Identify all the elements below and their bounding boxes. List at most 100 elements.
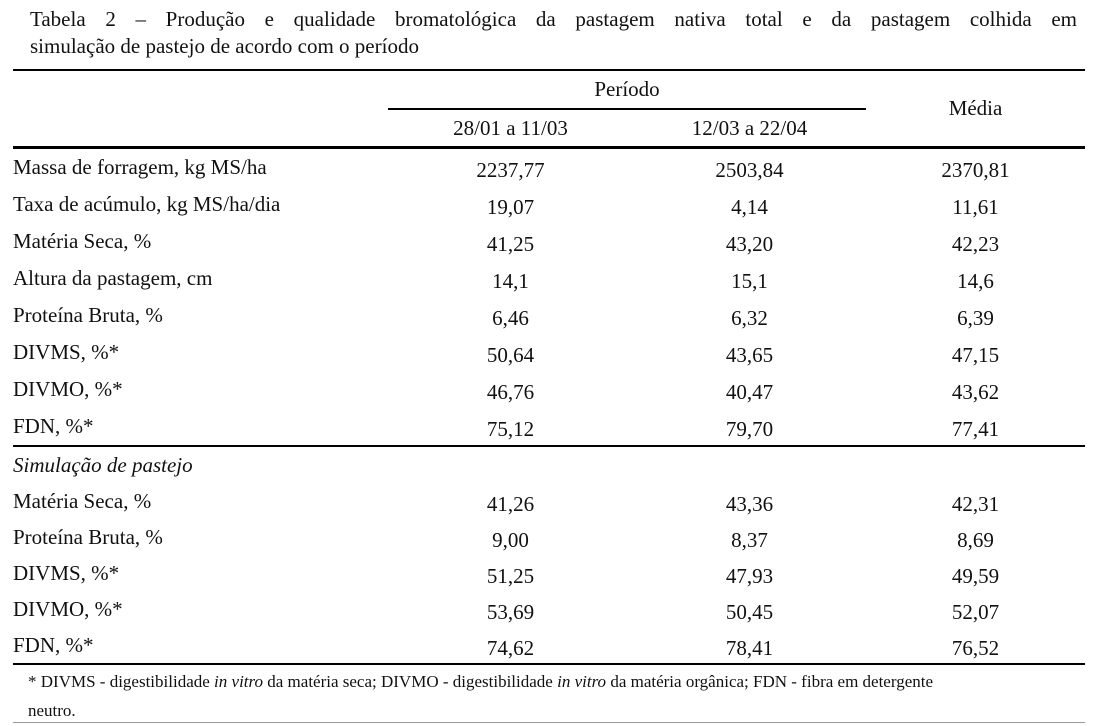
footnote-italic-in-vitro: in vitro [214, 672, 263, 691]
value-text: 77,41 [951, 417, 1000, 441]
value-text: 78,41 [725, 635, 774, 660]
value-text: 49,59 [951, 563, 1000, 588]
value-mean: 14,6 [866, 260, 1085, 297]
value-text: 47,15 [951, 343, 1000, 367]
footnote-italic-in-vitro: in vitro [557, 672, 607, 691]
grazing-simulation-section: Simulação de pastejo Matéria Seca, % 41,… [13, 446, 1086, 665]
row-label: Taxa de acúmulo, kg MS/ha/dia [13, 192, 281, 216]
value-text: 8,37 [731, 527, 768, 552]
table-header: Período Média 28/01 a 11/03 12/03 a 22/0… [13, 70, 1086, 149]
table-row: Altura da pastagem, cm 14,1 15,1 14,6 [13, 260, 1085, 297]
row-label: Proteína Bruta, % [13, 524, 163, 549]
value-period-2: 50,45 [633, 591, 866, 627]
row-label: FDN, %* [13, 408, 388, 447]
value-period-1: 50,64 [388, 334, 633, 371]
value-text: 15,1 [731, 269, 768, 293]
value-mean: 42,31 [866, 483, 1085, 519]
footnote-text: * DIVMS - digestibilidade [28, 672, 215, 691]
value-text: 43,62 [951, 380, 1000, 404]
value-text: 2237,77 [476, 158, 545, 182]
value-period-2: 78,41 [633, 627, 867, 665]
value-text: 40,47 [725, 380, 774, 404]
header-spacer-cell [13, 70, 388, 149]
value-period-1: 41,26 [388, 483, 633, 519]
value-period-2: 8,37 [633, 519, 866, 555]
row-label: DIVMO, %* [13, 596, 123, 621]
value-mean: 49,59 [866, 555, 1085, 591]
row-label: FDN, %* [13, 627, 388, 665]
value-period-1: 9,00 [388, 519, 633, 555]
row-label: Matéria Seca, % [13, 488, 152, 513]
value-mean: 77,41 [866, 408, 1086, 447]
table-row: Matéria Seca, % 41,26 43,36 42,31 [13, 483, 1085, 519]
value-text: 14,1 [492, 269, 529, 293]
value-text: 47,93 [725, 563, 774, 588]
value-period-1: 53,69 [388, 591, 633, 627]
value-text: 6,39 [957, 306, 994, 330]
value-mean: 47,15 [866, 334, 1085, 371]
value-text: 76,52 [951, 635, 1000, 660]
value-text: 51,25 [486, 563, 535, 588]
header-period-1: 28/01 a 11/03 [388, 109, 633, 149]
page-bottom-rule [13, 722, 1085, 723]
table-footnote: * DIVMS - digestibilidade in vitro da ma… [28, 667, 1078, 725]
value-text: 8,69 [957, 527, 994, 552]
value-period-1: 2237,77 [388, 148, 633, 187]
footnote-text: da matéria orgânica; FDN - fibra em dete… [606, 672, 934, 691]
row-label: DIVMO, %* [13, 377, 123, 401]
table-caption: Tabela 2 – Produção e qualidade bromatol… [30, 6, 1077, 60]
value-text: 43,20 [725, 232, 774, 256]
value-period-2: 47,93 [633, 555, 866, 591]
value-period-2: 43,65 [633, 334, 866, 371]
value-text: 9,00 [492, 527, 529, 552]
value-period-1: 6,46 [388, 297, 633, 334]
value-text: 50,45 [725, 599, 774, 624]
table-row: Massa de forragem, kg MS/ha 2237,77 2503… [13, 148, 1085, 187]
value-text: 6,46 [492, 306, 529, 330]
value-text: 19,07 [486, 195, 535, 219]
value-text: 74,62 [486, 635, 535, 660]
value-mean: 2370,81 [866, 148, 1085, 187]
table-row: DIVMO, %* 53,69 50,45 52,07 [13, 591, 1085, 627]
value-text: 6,32 [731, 306, 768, 330]
value-text: 53,69 [486, 599, 535, 624]
table-row: DIVMS, %* 50,64 43,65 47,15 [13, 334, 1085, 371]
value-text: 43,65 [725, 343, 774, 367]
table-row: Taxa de acúmulo, kg MS/ha/dia 19,07 4,14… [13, 186, 1085, 223]
row-label: Proteína Bruta, % [13, 303, 163, 327]
row-label: DIVMS, %* [13, 560, 120, 585]
value-text: 41,26 [486, 491, 535, 516]
row-label: DIVMS, %* [13, 340, 120, 364]
value-period-1: 14,1 [388, 260, 633, 297]
row-label: Altura da pastagem, cm [13, 266, 213, 290]
header-period-2: 12/03 a 22/04 [633, 109, 867, 149]
value-mean: 52,07 [866, 591, 1085, 627]
table-row: FDN, %* 75,12 79,70 77,41 [13, 408, 1086, 447]
header-period-group: Período [388, 70, 867, 110]
value-period-1: 75,12 [388, 408, 633, 447]
value-text: 52,07 [951, 599, 1000, 624]
value-text: 2370,81 [941, 158, 1010, 182]
value-period-1: 41,25 [388, 223, 633, 260]
value-period-2: 43,20 [633, 223, 866, 260]
value-mean: 76,52 [866, 627, 1086, 665]
table-row: Matéria Seca, % 41,25 43,20 42,23 [13, 223, 1085, 260]
row-label: Massa de forragem, kg MS/ha [13, 155, 267, 179]
value-text: 79,70 [725, 417, 774, 441]
value-text: 2503,84 [715, 158, 784, 182]
value-period-2: 4,14 [633, 186, 866, 223]
row-label: Matéria Seca, % [13, 229, 152, 253]
value-mean: 42,23 [866, 223, 1085, 260]
table-caption-line-1: Tabela 2 – Produção e qualidade bromatol… [30, 7, 1077, 31]
value-text: 50,64 [486, 343, 535, 367]
section-title: Simulação de pastejo [13, 452, 193, 477]
value-mean: 11,61 [866, 186, 1085, 223]
header-row-period-dates: 28/01 a 11/03 12/03 a 22/04 [13, 109, 1085, 149]
value-text: 4,14 [731, 195, 768, 219]
table-row: DIVMO, %* 46,76 40,47 43,62 [13, 371, 1085, 408]
value-period-2: 6,32 [633, 297, 866, 334]
value-period-2: 40,47 [633, 371, 866, 408]
table-row: Proteína Bruta, % 6,46 6,32 6,39 [13, 297, 1085, 334]
section-title-row: Simulação de pastejo [13, 446, 1085, 483]
